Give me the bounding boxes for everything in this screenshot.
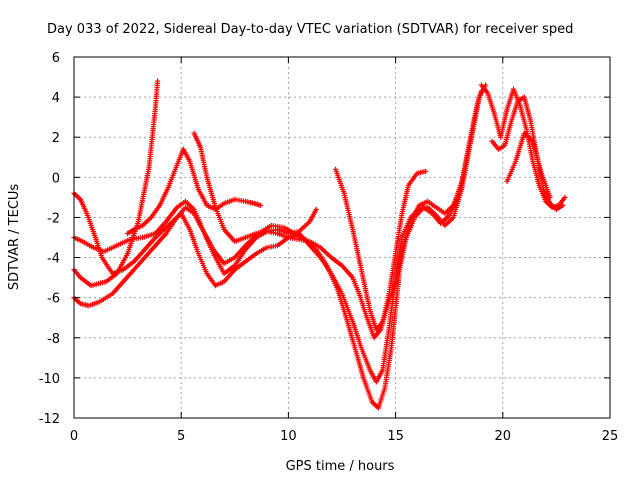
- y-tick-label: -6: [47, 292, 60, 307]
- data-points: [71, 78, 568, 411]
- y-tick-label: 6: [52, 51, 60, 66]
- x-tick-label: 20: [495, 429, 512, 444]
- y-axis-label: SDTVAR / TECUs: [7, 184, 22, 291]
- data-point: [547, 194, 553, 200]
- series-track-10: [504, 130, 553, 200]
- x-tick-label: 0: [70, 429, 78, 444]
- plot-frame: [73, 56, 611, 419]
- data-point: [155, 78, 161, 84]
- series-track-6: [191, 94, 482, 341]
- y-tick-label: -10: [39, 372, 60, 387]
- data-point: [313, 206, 319, 213]
- x-tick-label: 25: [602, 429, 619, 444]
- y-tick-label: 4: [52, 91, 60, 106]
- y-tick-label: -12: [39, 412, 60, 427]
- data-point: [423, 168, 429, 174]
- data-point: [476, 94, 482, 100]
- x-tick-label: 15: [387, 429, 404, 444]
- series-track-7: [332, 166, 429, 333]
- series-track-5: [125, 146, 264, 237]
- chart-title: Day 033 of 2022, Sidereal Day-to-day VTE…: [47, 22, 573, 37]
- y-tick-label: -8: [47, 332, 60, 347]
- y-tick-labels: -12 -10 -8 -6 -4 -2 0 2 4 6: [39, 51, 60, 427]
- x-tick-label: 10: [280, 429, 297, 444]
- x-tick-label: 5: [177, 429, 185, 444]
- series-track-1: [71, 78, 161, 289]
- data-point: [562, 194, 568, 200]
- series-track-2: [71, 204, 319, 309]
- series-track-9: [489, 94, 566, 213]
- y-tick-label: 0: [52, 171, 60, 186]
- y-tick-label: -4: [47, 252, 60, 267]
- y-tick-label: -2: [47, 211, 60, 226]
- y-tick-label: 2: [52, 131, 60, 146]
- series-track-3: [71, 88, 484, 411]
- x-tick-labels: 0 5 10 15 20 25: [70, 429, 618, 444]
- axis-ticks: [73, 56, 611, 419]
- data-point: [560, 202, 566, 209]
- data-point: [257, 202, 264, 209]
- x-axis-label: GPS time / hours: [286, 459, 395, 474]
